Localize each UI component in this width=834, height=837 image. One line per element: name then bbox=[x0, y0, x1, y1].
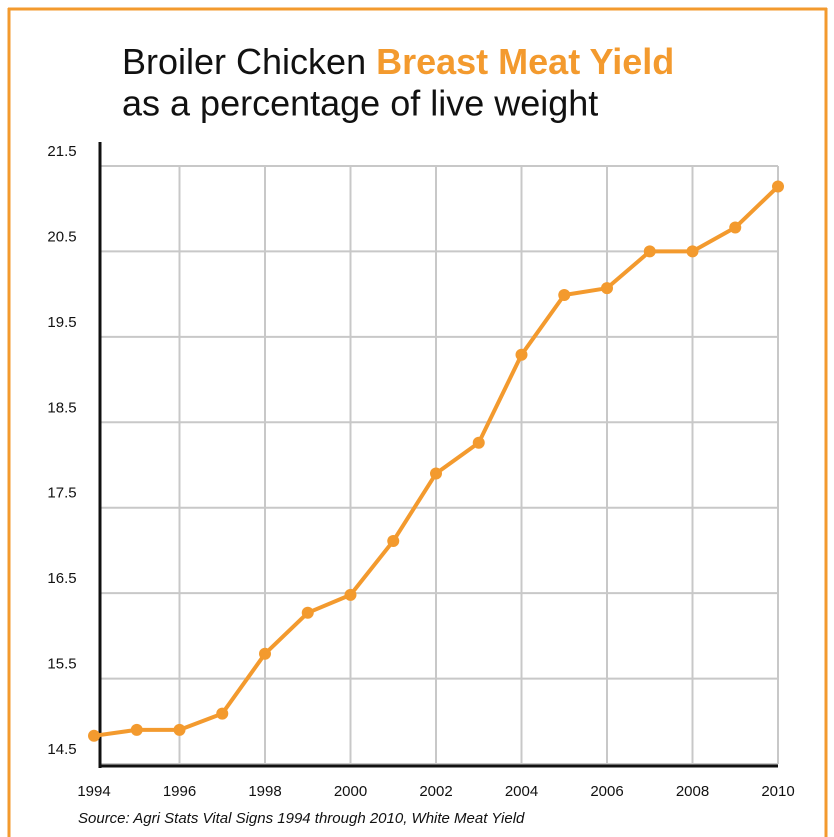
y-tick-label: 20.5 bbox=[47, 228, 76, 245]
data-point bbox=[643, 245, 656, 258]
x-tick-label: 1998 bbox=[248, 783, 281, 800]
y-tick-label: 16.5 bbox=[47, 570, 76, 587]
y-tick-label: 14.5 bbox=[47, 741, 76, 758]
data-point bbox=[173, 723, 186, 736]
x-tick-label: 2002 bbox=[419, 783, 452, 800]
data-point bbox=[430, 467, 442, 480]
data-point bbox=[601, 282, 613, 295]
data-point bbox=[344, 588, 357, 601]
x-tick-label: 1994 bbox=[77, 783, 110, 800]
x-tick-label: 2006 bbox=[590, 783, 623, 800]
x-tick-label: 2010 bbox=[761, 783, 794, 800]
data-point bbox=[515, 348, 528, 361]
title-text: Broiler Chicken bbox=[122, 41, 366, 82]
data-point bbox=[216, 707, 229, 720]
data-point bbox=[88, 729, 100, 742]
data-point bbox=[301, 606, 314, 619]
x-tick-label: 1996 bbox=[163, 783, 196, 800]
y-tick-label: 15.5 bbox=[47, 656, 76, 673]
chart-subtitle: as a percentage of live weight bbox=[122, 83, 598, 124]
data-point bbox=[259, 647, 271, 660]
y-tick-label: 17.5 bbox=[47, 485, 76, 502]
data-point bbox=[130, 723, 143, 736]
data-point bbox=[772, 180, 784, 193]
data-point bbox=[686, 245, 699, 258]
chart-title: Broiler Chicken Breast Meat Yield bbox=[122, 41, 674, 82]
y-tick-label: 18.5 bbox=[47, 399, 76, 416]
data-point bbox=[387, 535, 400, 548]
title-highlight: Breast Meat Yield bbox=[376, 41, 674, 82]
x-tick-label: 2004 bbox=[505, 783, 538, 800]
data-point bbox=[558, 288, 571, 301]
data-point bbox=[472, 436, 485, 449]
y-tick-label: 21.5 bbox=[47, 143, 76, 160]
y-tick-label: 19.5 bbox=[47, 314, 76, 331]
data-point bbox=[729, 221, 742, 234]
x-tick-label: 2008 bbox=[676, 783, 709, 800]
source-note: Source: Agri Stats Vital Signs 1994 thro… bbox=[78, 810, 525, 827]
x-tick-label: 2000 bbox=[334, 783, 367, 800]
